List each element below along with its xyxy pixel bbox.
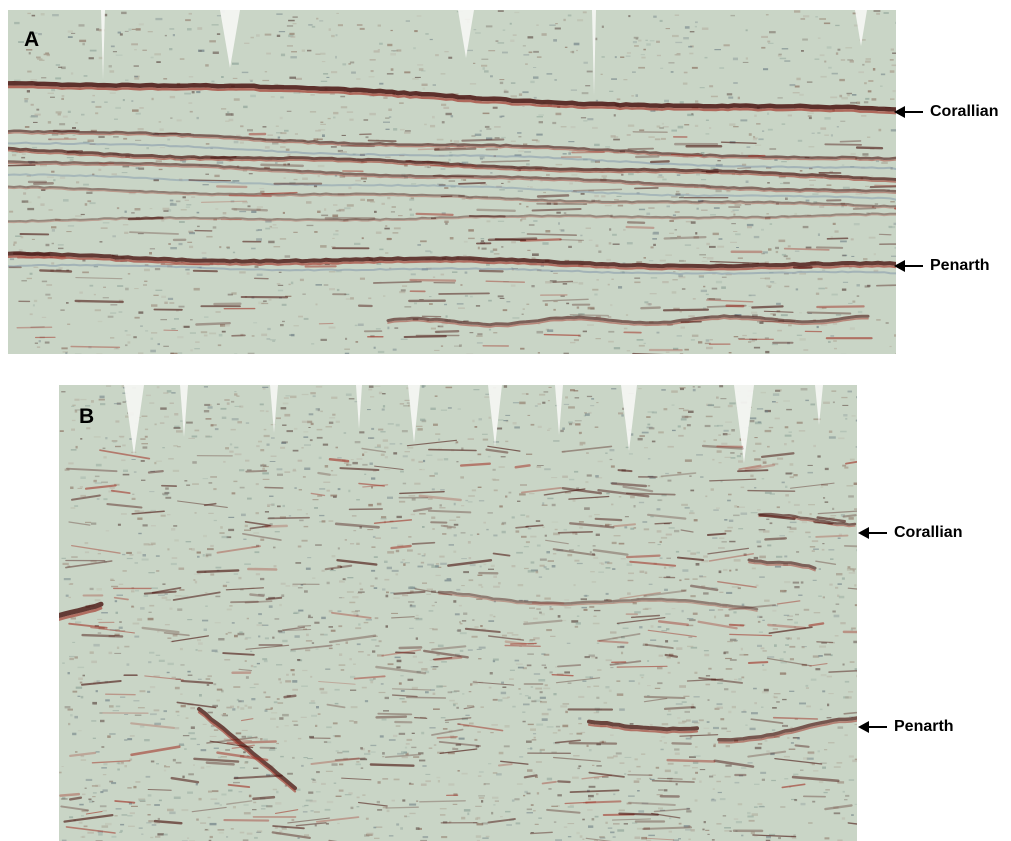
marker-label: Penarth	[930, 257, 990, 275]
seismic-section-b: B	[59, 385, 857, 841]
marker-label: Penarth	[894, 718, 954, 736]
arrow-left-icon	[858, 720, 888, 734]
arrow-left-icon	[858, 526, 888, 540]
seismic-image-b	[59, 385, 857, 841]
arrow-left-icon	[894, 259, 924, 273]
marker-penarth-b: Penarth	[858, 718, 954, 736]
panel-label-a: A	[24, 28, 39, 52]
marker-corallian-a: Corallian	[894, 103, 998, 121]
seismic-section-a: A	[8, 10, 896, 354]
marker-penarth-a: Penarth	[894, 257, 990, 275]
arrow-left-icon	[894, 105, 924, 119]
marker-corallian-b: Corallian	[858, 524, 962, 542]
marker-label: Corallian	[930, 103, 998, 121]
seismic-image-a	[8, 10, 896, 354]
marker-label: Corallian	[894, 524, 962, 542]
panel-label-b: B	[79, 405, 94, 429]
